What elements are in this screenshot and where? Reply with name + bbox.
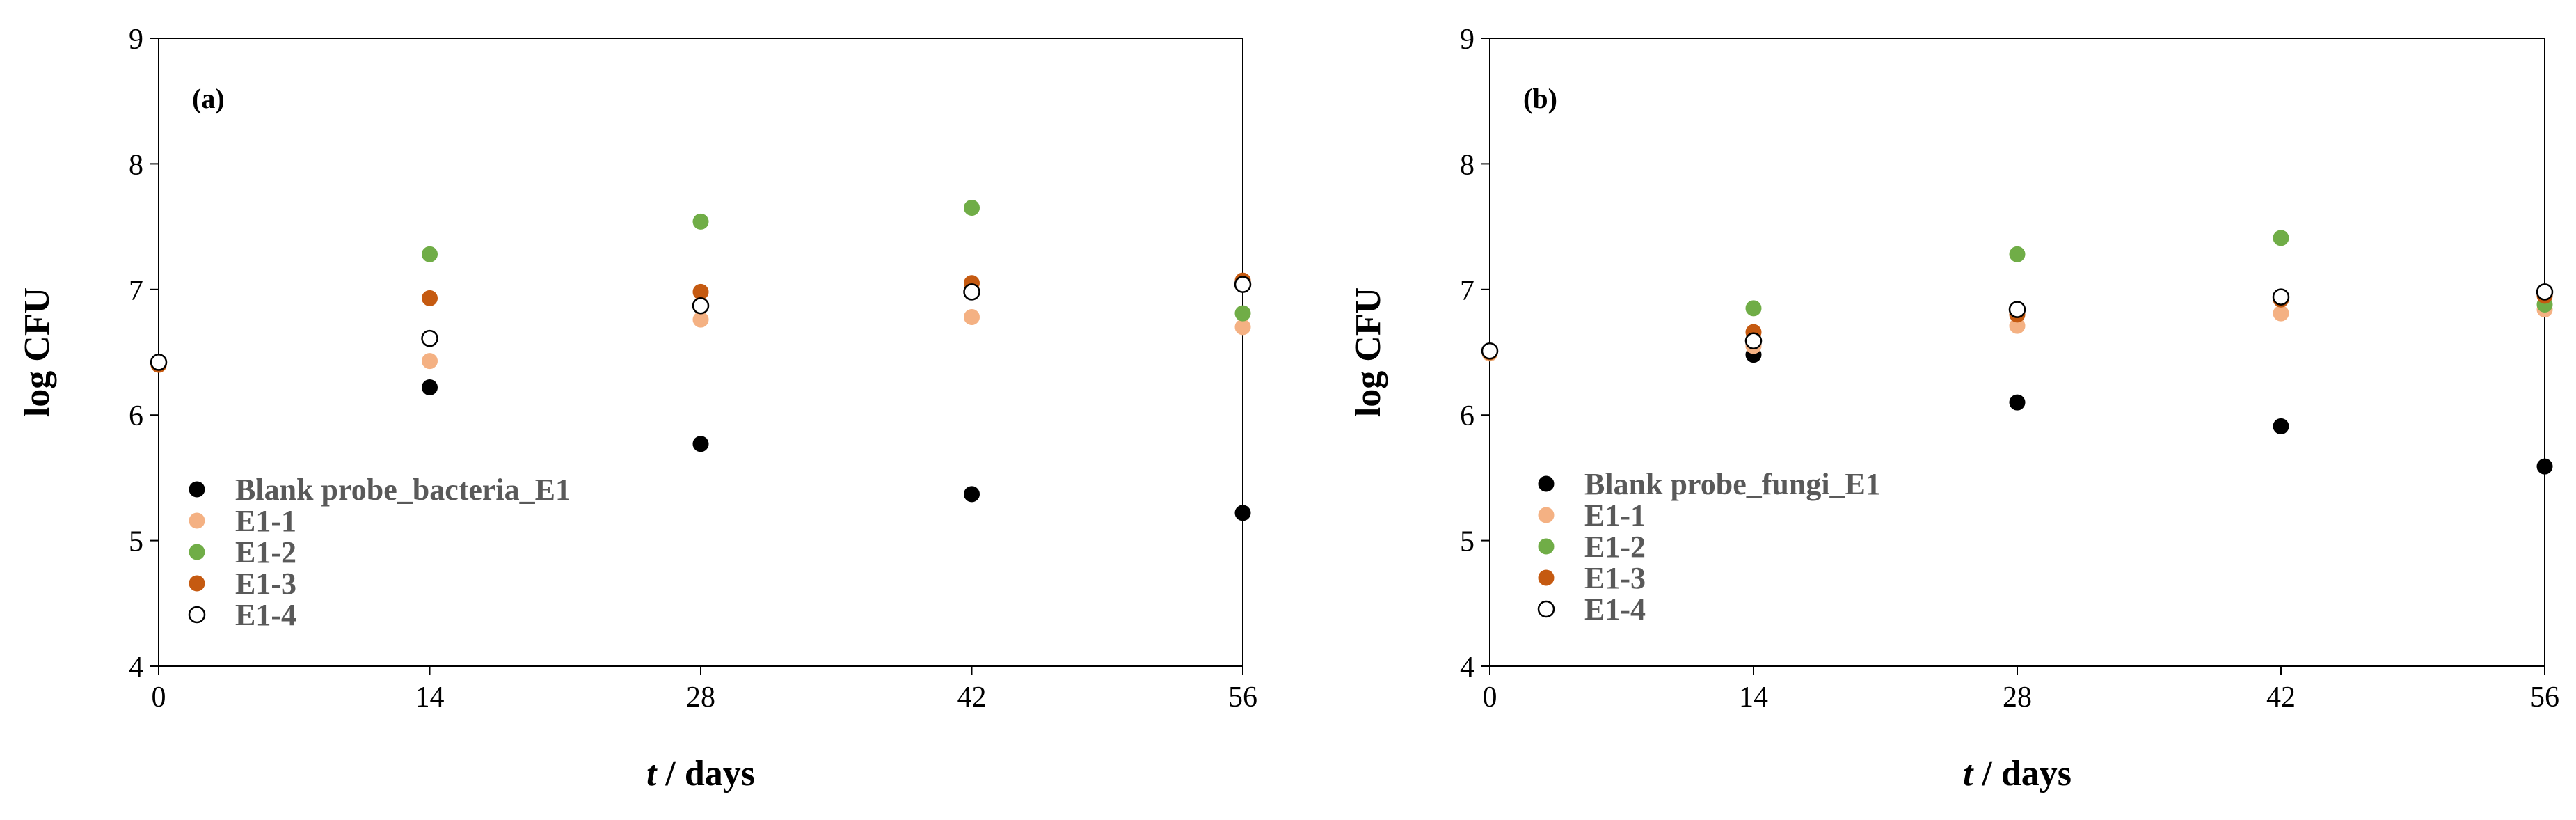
- data-point-e1-2: [964, 200, 980, 216]
- x-tick-label: 28: [2003, 681, 2032, 713]
- data-point-e1-4: [2008, 301, 2026, 318]
- x-axis-title: t / days: [646, 754, 755, 794]
- legend-marker-e1-1: [189, 512, 205, 529]
- legend-label: E1-1: [1584, 498, 1646, 533]
- data-point-e1-4: [2536, 283, 2554, 301]
- y-tick-label: 7: [1460, 275, 1474, 307]
- data-point-blank: [2009, 394, 2026, 411]
- x-axis-title-unit: / days: [656, 754, 755, 794]
- x-tick-label: 28: [686, 681, 715, 713]
- x-tick-label: 0: [152, 681, 166, 713]
- legend-label: E1-2: [1584, 530, 1646, 564]
- y-tick-label: 5: [129, 526, 143, 558]
- y-tick-label: 9: [1460, 24, 1474, 56]
- data-point-e1-2: [1234, 305, 1251, 322]
- legend-label: E1-2: [235, 535, 296, 569]
- y-tick-label: 5: [1460, 526, 1474, 558]
- legend-label: E1-1: [235, 504, 296, 538]
- y-axis-title: log CFU: [1349, 287, 1388, 417]
- y-tick-label: 4: [129, 652, 143, 684]
- data-point-e1-2: [1745, 300, 1762, 317]
- legend-marker-e1-4: [188, 606, 206, 624]
- data-point-blank: [2536, 458, 2553, 475]
- legend-label: E1-4: [1584, 592, 1646, 626]
- legend-marker-e1-4: [1537, 600, 1555, 618]
- data-point-e1-1: [422, 353, 438, 370]
- x-axis-title-unit: / days: [1973, 754, 2072, 794]
- data-point-e1-4: [963, 283, 980, 301]
- data-point-e1-4: [1744, 332, 1763, 350]
- legend-marker-blank: [1538, 475, 1555, 492]
- data-point-e1-3: [422, 290, 438, 306]
- data-point-blank: [2273, 418, 2289, 434]
- x-tick-label: 14: [1739, 681, 1768, 713]
- y-tick-label: 4: [1460, 652, 1474, 684]
- data-point-e1-4: [150, 354, 168, 371]
- x-tick-label: 56: [1228, 681, 1257, 713]
- y-tick-label: 8: [1460, 149, 1474, 181]
- legend-marker-blank: [189, 481, 205, 498]
- data-point-e1-4: [1234, 276, 1252, 293]
- legend-label: E1-4: [235, 598, 296, 632]
- data-point-e1-4: [692, 297, 710, 315]
- data-point-e1-2: [422, 246, 438, 262]
- legend-label: Blank probe_fungi_E1: [1584, 467, 1881, 501]
- x-tick-label: 42: [957, 681, 987, 713]
- data-point-e1-4: [2272, 288, 2290, 306]
- data-point-e1-1: [1234, 319, 1251, 336]
- data-point-blank: [422, 379, 438, 396]
- data-point-blank: [692, 436, 709, 452]
- x-tick-label: 42: [2266, 681, 2296, 713]
- y-tick-label: 9: [129, 24, 143, 56]
- plot-area: [1489, 38, 2545, 667]
- data-point-e1-2: [692, 213, 709, 230]
- y-tick-label: 7: [129, 275, 143, 307]
- panel-label: (a): [192, 83, 225, 114]
- data-point-e1-4: [421, 329, 438, 347]
- data-point-blank: [1234, 505, 1251, 521]
- data-point-e1-4: [1481, 342, 1499, 360]
- data-point-blank: [964, 486, 980, 503]
- data-point-e1-2: [2273, 230, 2289, 246]
- legend-marker-e1-1: [1538, 507, 1555, 523]
- x-tick-label: 14: [415, 681, 445, 713]
- x-tick-label: 56: [2530, 681, 2559, 713]
- data-point-e1-2: [2009, 246, 2026, 262]
- panel-label: (b): [1523, 83, 1557, 114]
- legend-label: E1-3: [1584, 561, 1646, 595]
- x-tick-label: 0: [1483, 681, 1497, 713]
- x-axis-title: t / days: [1963, 754, 2072, 794]
- y-tick-label: 6: [129, 400, 143, 432]
- legend-marker-e1-2: [189, 544, 205, 560]
- x-axis-title-variable: t: [1963, 754, 1974, 794]
- legend-label: E1-3: [235, 567, 296, 601]
- data-point-e1-1: [964, 308, 980, 325]
- y-tick-label: 8: [129, 149, 143, 181]
- x-axis-title-variable: t: [646, 754, 658, 794]
- legend-label: Blank probe_bacteria_E1: [235, 473, 571, 507]
- data-point-e1-1: [2273, 305, 2289, 322]
- y-axis-title: log CFU: [17, 287, 57, 417]
- plot-area: [158, 38, 1243, 667]
- legend-marker-e1-3: [1538, 569, 1555, 586]
- y-tick-label: 6: [1460, 400, 1474, 432]
- legend-marker-e1-2: [1538, 538, 1555, 555]
- legend-marker-e1-3: [189, 575, 205, 592]
